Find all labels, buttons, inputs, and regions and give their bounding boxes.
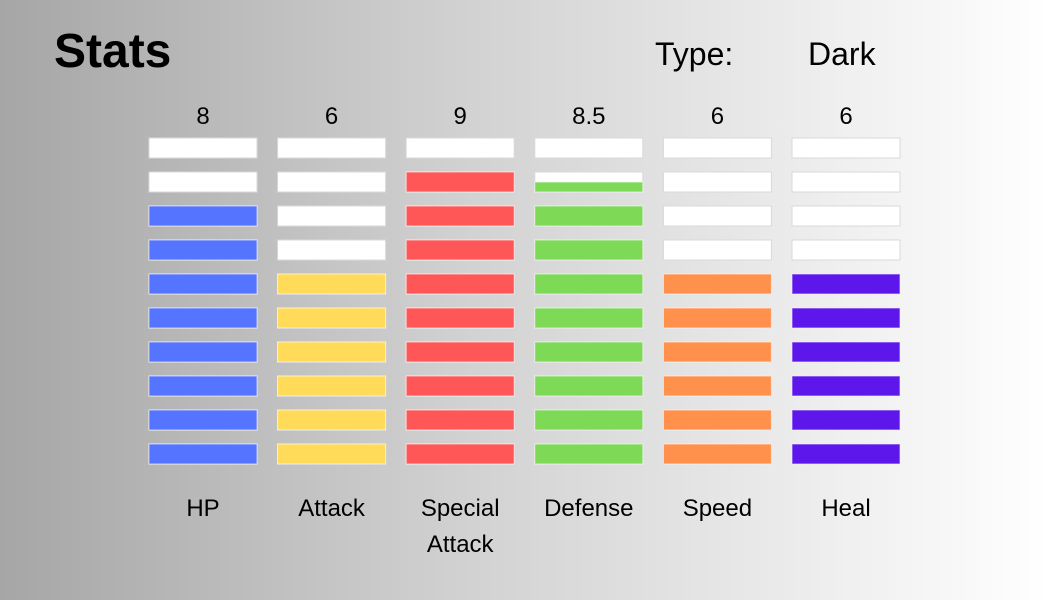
- segment-empty-heal: [791, 205, 901, 227]
- segment-empty-attack: [277, 171, 387, 193]
- segment-empty-speed: [662, 205, 772, 227]
- segment-filled-hp: [148, 239, 258, 261]
- category-label-heal: Heal: [821, 495, 870, 522]
- segment-filled-special-attack: [405, 341, 515, 363]
- segment-filled-speed: [662, 273, 772, 295]
- type-value: Dark: [808, 36, 876, 72]
- segment-filled-defense: [534, 181, 644, 193]
- value-label-speed: 6: [711, 103, 724, 130]
- category-label-special-attack: Special Attack: [421, 495, 500, 558]
- value-label-attack: 6: [325, 103, 338, 130]
- segment-filled-hp: [148, 205, 258, 227]
- segment-filled-defense: [534, 341, 644, 363]
- segment-empty-heal: [791, 239, 901, 261]
- segment-filled-heal: [791, 273, 901, 295]
- segment-filled-special-attack: [405, 239, 515, 261]
- segment-filled-speed: [662, 443, 772, 465]
- stat-column-hp: 8 HP: [148, 103, 258, 522]
- category-label-defense: Defense: [544, 495, 633, 522]
- segment-filled-speed: [662, 341, 772, 363]
- segment-empty-speed: [662, 171, 772, 193]
- value-label-defense: 8.5: [572, 103, 605, 130]
- segment-filled-heal: [791, 375, 901, 397]
- segment-filled-special-attack: [405, 409, 515, 431]
- segment-filled-speed: [662, 409, 772, 431]
- value-label-special-attack: 9: [454, 103, 467, 130]
- segment-filled-speed: [662, 307, 772, 329]
- segment-filled-heal: [791, 307, 901, 329]
- segment-filled-special-attack: [405, 375, 515, 397]
- segment-filled-defense: [534, 273, 644, 295]
- segment-filled-defense: [534, 205, 644, 227]
- segment-filled-speed: [662, 375, 772, 397]
- segment-filled-special-attack: [405, 171, 515, 193]
- stat-column-special-attack: 9 Special Attack: [405, 103, 515, 558]
- stat-column-heal: 6 Heal: [791, 103, 901, 522]
- segment-filled-hp: [148, 341, 258, 363]
- segment-filled-hp: [148, 307, 258, 329]
- segment-filled-attack: [277, 307, 387, 329]
- segment-empty-hp: [148, 171, 258, 193]
- segment-filled-hp: [148, 375, 258, 397]
- segment-filled-hp: [148, 409, 258, 431]
- segment-empty-attack: [277, 205, 387, 227]
- stat-column-attack: 6 Attack: [277, 103, 387, 522]
- page-title: Stats: [54, 25, 172, 78]
- segment-filled-special-attack: [405, 307, 515, 329]
- segment-empty-speed: [662, 137, 772, 159]
- segment-filled-special-attack: [405, 205, 515, 227]
- segment-filled-defense: [534, 443, 644, 465]
- segment-empty-special-attack: [405, 137, 515, 159]
- segment-empty-hp: [148, 137, 258, 159]
- segment-filled-attack: [277, 443, 387, 465]
- value-label-heal: 6: [839, 103, 852, 130]
- segment-filled-special-attack: [405, 273, 515, 295]
- segment-empty-attack: [277, 239, 387, 261]
- segment-empty-heal: [791, 137, 901, 159]
- segment-filled-attack: [277, 375, 387, 397]
- segment-empty-defense: [534, 137, 644, 159]
- segment-filled-defense: [534, 375, 644, 397]
- segment-filled-attack: [277, 273, 387, 295]
- segment-filled-defense: [534, 239, 644, 261]
- segment-filled-special-attack: [405, 443, 515, 465]
- segment-filled-heal: [791, 443, 901, 465]
- segment-empty-heal: [791, 171, 901, 193]
- segment-filled-attack: [277, 409, 387, 431]
- category-label-hp: HP: [186, 495, 219, 522]
- category-label-attack: Attack: [298, 495, 366, 522]
- category-label-speed: Speed: [683, 495, 752, 522]
- segment-filled-hp: [148, 273, 258, 295]
- segment-empty-speed: [662, 239, 772, 261]
- segment-filled-defense: [534, 409, 644, 431]
- segment-empty-attack: [277, 137, 387, 159]
- type-label: Type:: [655, 36, 734, 72]
- segment-filled-attack: [277, 341, 387, 363]
- segment-filled-defense: [534, 307, 644, 329]
- value-label-hp: 8: [196, 103, 209, 130]
- stat-column-defense: 8.5 Defense: [534, 103, 644, 522]
- segment-filled-heal: [791, 409, 901, 431]
- segment-filled-heal: [791, 341, 901, 363]
- stat-column-speed: 6 Speed: [662, 103, 772, 522]
- segment-filled-hp: [148, 443, 258, 465]
